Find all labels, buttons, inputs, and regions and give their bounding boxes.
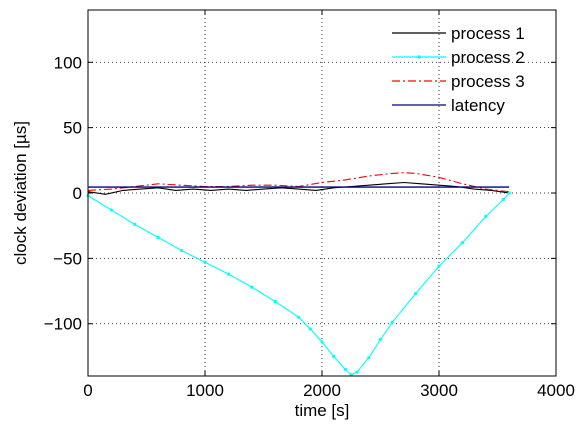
- series-point-2: [308, 327, 312, 331]
- series-point-2: [390, 320, 394, 325]
- series-point-2: [414, 292, 418, 296]
- legend-label: process 1: [451, 24, 525, 43]
- series-point-2: [297, 315, 301, 319]
- grid: [88, 10, 556, 376]
- series-point-2: [109, 208, 113, 212]
- y-tick-label: 100: [54, 53, 82, 72]
- series-point-2: [156, 235, 160, 240]
- series-point-2: [180, 248, 184, 253]
- y-tick-label: 50: [63, 119, 82, 138]
- x-tick-label: 1000: [186, 381, 224, 400]
- x-tick-label: 4000: [537, 381, 575, 400]
- series-point-2: [133, 222, 137, 226]
- series-point-2: [226, 272, 230, 276]
- series-point-2: [203, 260, 207, 264]
- x-tick-label: 2000: [303, 381, 341, 400]
- series-point-2: [484, 214, 488, 219]
- axis-ticks: 0 1000 2000 3000 4000 −100 −50 0 50 100: [44, 10, 575, 400]
- series-point-2: [460, 241, 464, 245]
- x-axis-label: time [s]: [295, 401, 350, 420]
- series-point-2: [343, 367, 347, 372]
- legend-label: latency: [451, 96, 505, 115]
- series-point-2: [273, 299, 277, 304]
- series-line-3: [87, 172, 510, 193]
- series-point-2: [332, 354, 336, 358]
- series-point-2: [437, 264, 441, 268]
- legend-label: process 3: [451, 72, 525, 91]
- y-tick-label: −100: [44, 315, 82, 334]
- series-point-2: [501, 197, 505, 202]
- series-point-2: [250, 285, 254, 289]
- legend-marker: [417, 55, 421, 59]
- series-point-2: [355, 370, 359, 374]
- series-lines: [86, 172, 511, 377]
- series-point-2: [507, 191, 511, 195]
- legend: process 1 process 2 process 3 latency: [392, 24, 525, 115]
- series-point-2: [367, 356, 371, 360]
- series-point-2: [378, 337, 383, 341]
- y-tick-label: −50: [53, 249, 82, 268]
- x-tick-label: 3000: [420, 381, 458, 400]
- y-tick-label: 0: [73, 184, 82, 203]
- x-tick-label: 0: [83, 381, 92, 400]
- y-axis-label: clock deviation [µs]: [11, 121, 30, 265]
- legend-label: process 2: [451, 48, 525, 67]
- series-point-2: [320, 340, 324, 344]
- series-point-2: [349, 373, 353, 377]
